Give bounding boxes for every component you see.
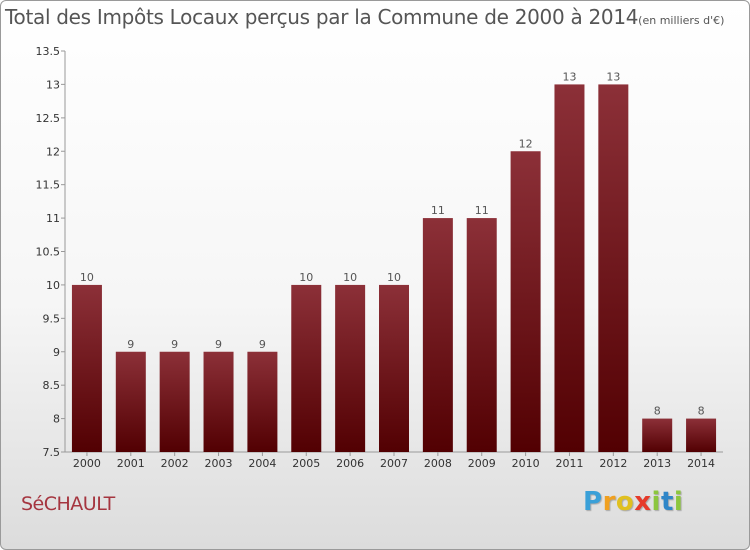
y-tick-label: 11.5 [36, 179, 61, 192]
x-tick-label: 2014 [687, 457, 715, 470]
bar-value-label: 11 [431, 204, 445, 217]
bar-value-label: 9 [171, 338, 178, 351]
logo-letter: x [634, 487, 652, 517]
bar-value-label: 10 [387, 271, 401, 284]
y-tick-label: 8 [53, 413, 60, 426]
bar [159, 351, 190, 452]
bar [554, 84, 585, 453]
bar [115, 351, 146, 452]
bar [466, 218, 497, 452]
bar [598, 84, 629, 453]
y-tick-label: 9.5 [43, 312, 61, 325]
logo-letter: i [651, 487, 661, 517]
chart-subtitle: (en milliers d'€) [638, 14, 725, 27]
bar-value-label: 13 [562, 70, 576, 83]
proxiti-logo: Proxiti [583, 487, 683, 517]
y-tick-label: 11 [46, 212, 60, 225]
y-tick-label: 13 [46, 78, 60, 91]
y-tick-label: 9 [53, 346, 60, 359]
bar-value-label: 12 [519, 137, 533, 150]
bar [247, 351, 278, 452]
y-tick-label: 8.5 [43, 379, 61, 392]
chart-title: Total des Impôts Locaux perçus par la Co… [5, 5, 725, 29]
x-tick-label: 2006 [336, 457, 364, 470]
bar [379, 284, 409, 452]
commune-name: SéCHAULT [21, 493, 115, 515]
x-tick-label: 2003 [205, 457, 233, 470]
y-tick-label: 7.5 [43, 446, 61, 459]
logo-letter: i [673, 487, 684, 517]
bar-value-label: 10 [343, 271, 357, 284]
bar [335, 284, 366, 452]
x-tick-label: 2013 [643, 457, 671, 470]
logo-letter: o [615, 487, 635, 517]
x-tick-label: 2000 [73, 457, 101, 470]
bar [203, 351, 234, 452]
x-tick-label: 2001 [117, 457, 145, 470]
bar-value-label: 8 [698, 405, 705, 418]
x-tick-label: 2011 [555, 457, 583, 470]
bar [510, 151, 541, 452]
bar-value-label: 10 [80, 271, 94, 284]
bar-value-label: 9 [127, 338, 134, 351]
bar [71, 284, 102, 452]
y-tick-label: 10 [46, 279, 60, 292]
bar-value-label: 10 [299, 271, 313, 284]
x-tick-label: 2002 [161, 457, 189, 470]
bar-value-label: 8 [654, 405, 661, 418]
x-tick-label: 2009 [468, 457, 496, 470]
y-tick-label: 12 [46, 145, 60, 158]
bar [686, 418, 717, 452]
bar-value-label: 9 [215, 338, 222, 351]
bar-value-label: 11 [475, 204, 489, 217]
bar [422, 218, 453, 452]
logo-letter: r [602, 487, 616, 517]
bar [291, 284, 322, 452]
x-tick-label: 2008 [424, 457, 452, 470]
x-tick-label: 2010 [512, 457, 540, 470]
y-tick-label: 12.5 [36, 112, 61, 125]
y-tick-label: 10.5 [36, 246, 61, 259]
bar [642, 418, 673, 452]
y-tick-label: 13.5 [36, 45, 61, 58]
x-tick-label: 2005 [292, 457, 320, 470]
bar-value-label: 13 [606, 70, 620, 83]
bar-value-label: 9 [259, 338, 266, 351]
logo-letter: t [660, 487, 674, 517]
logo-letter: P [583, 487, 603, 517]
x-tick-label: 2012 [599, 457, 627, 470]
x-tick-label: 2004 [248, 457, 276, 470]
x-tick-label: 2007 [380, 457, 408, 470]
